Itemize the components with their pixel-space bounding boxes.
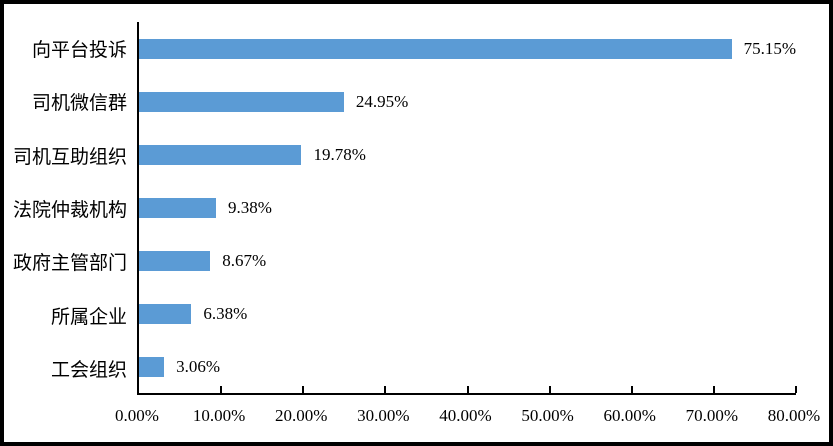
bar-series: 75.15% 24.95% 19.78% 9.38% 8.67% 6.38% 3.06% — [139, 22, 796, 393]
category-axis-labels: 向平台投诉司机微信群司机互助组织 法院仲裁机构 政府主管部门所属企业工会组织 — [4, 22, 134, 395]
category-label: 向平台投诉 — [31, 40, 127, 62]
x-axis-tick-labels: 0.00% 10.00% 20.00% 30.00% 40.00% 50.00% 60.00… — [115, 406, 820, 432]
category-label: 司机微信群 — [31, 93, 127, 115]
x-tick-label: 0.00% — [115, 406, 159, 425]
x-tick-label: 10.00% — [192, 406, 246, 425]
x-tick-label: 20.00% — [275, 406, 328, 425]
bar-row: 6.38% — [139, 287, 796, 340]
bar-row: 9.38% — [139, 181, 796, 234]
bar-row: 19.78% — [139, 128, 796, 181]
bar-row: 24.95% — [139, 75, 796, 128]
value-label: 24.95% — [355, 92, 409, 111]
category-label: 司机互助组织 — [12, 146, 127, 168]
bar — [139, 38, 732, 59]
x-tick-label: 30.00% — [357, 406, 410, 425]
bar-row: 3.06% — [139, 340, 796, 393]
x-tick-label: 50.00% — [521, 406, 574, 425]
x-tick-label: 60.00% — [603, 406, 656, 425]
value-label: 75.15% — [743, 39, 796, 58]
bar-row: 75.15% — [139, 22, 796, 75]
x-tick-label: 70.00% — [685, 406, 739, 425]
value-label: 6.38% — [203, 304, 248, 323]
category-label: 所属企业 — [50, 306, 127, 328]
bar — [139, 303, 192, 324]
category-label: 政府主管部门 — [12, 253, 127, 275]
plot-area: 75.15% 24.95% 19.78% 9.38% 8.67% 6.38% 3.06% — [137, 22, 797, 395]
value-label: 19.78% — [313, 145, 366, 164]
value-label: 9.38% — [228, 198, 272, 217]
category-label: 工会组织 — [50, 359, 127, 381]
x-tick-label: 80.00% — [767, 406, 821, 425]
value-label: 8.67% — [222, 251, 267, 270]
bar — [139, 356, 165, 377]
category-label: 法院仲裁机构 — [12, 199, 127, 221]
bar — [139, 250, 211, 271]
x-tick-label: 40.00% — [439, 406, 492, 425]
bar — [139, 197, 217, 218]
bar — [139, 91, 344, 112]
value-label: 3.06% — [176, 357, 221, 376]
bar-row: 8.67% — [139, 234, 796, 287]
bar — [139, 144, 302, 165]
